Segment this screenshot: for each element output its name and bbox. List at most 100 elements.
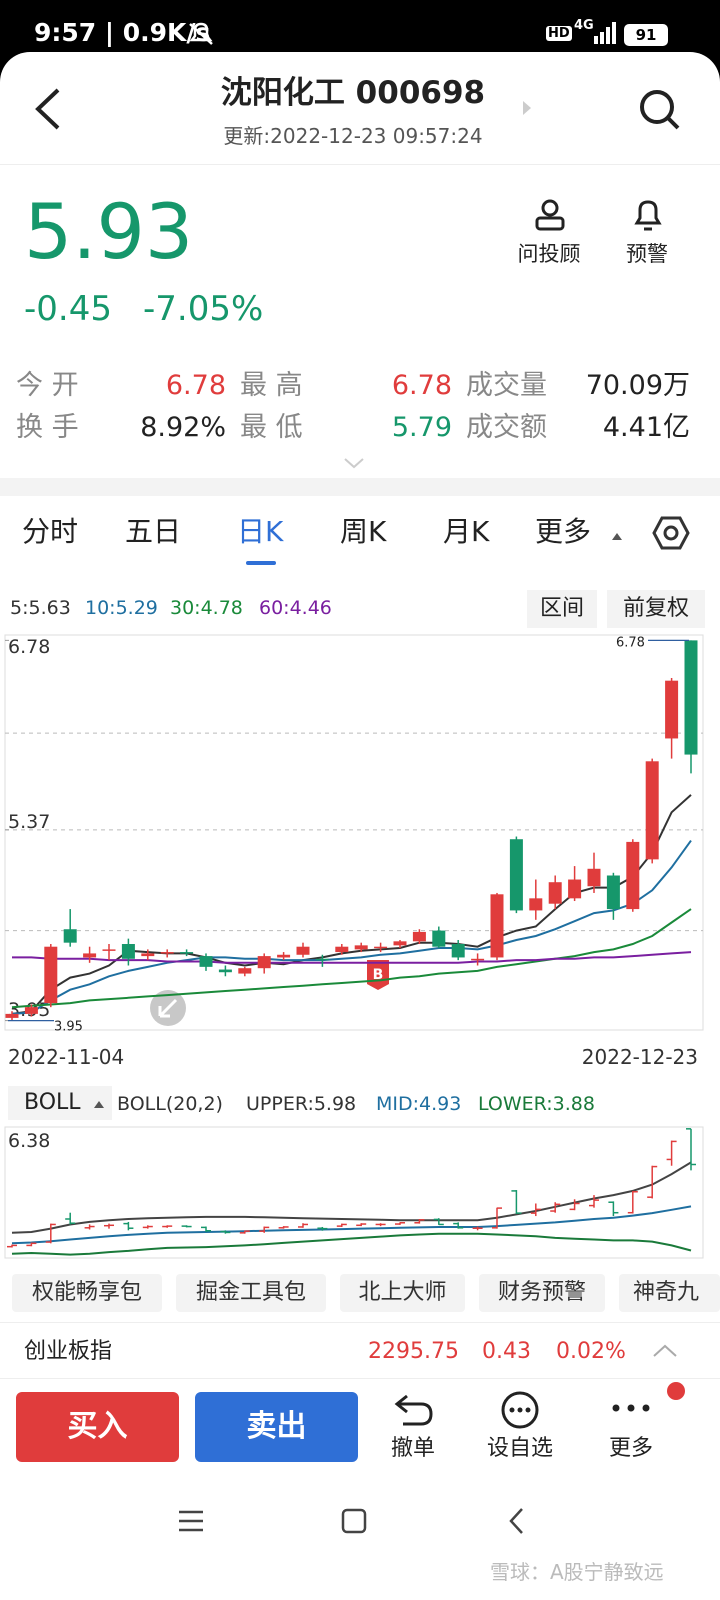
y-tick-label: 6.78 xyxy=(8,636,50,658)
expand-chevron[interactable] xyxy=(343,456,365,470)
boll-line xyxy=(11,1232,692,1256)
stat-value: 4.41亿 xyxy=(602,412,690,443)
candle-body xyxy=(238,968,252,974)
boll-mid: MID:4.93 xyxy=(376,1093,462,1115)
candle-body xyxy=(257,956,271,969)
candle-body xyxy=(315,958,329,961)
range-button[interactable]: 区间 xyxy=(527,590,597,628)
tab[interactable]: 周K xyxy=(340,515,387,548)
stat-label: 最 高 xyxy=(240,370,303,401)
tool-chip[interactable]: 权能畅享包 xyxy=(12,1274,162,1312)
tool-chip[interactable]: 北上大师 xyxy=(340,1274,465,1312)
action-label[interactable]: 更多 xyxy=(608,1436,653,1461)
candle-body xyxy=(568,879,582,899)
divider xyxy=(0,1322,720,1323)
candle-body xyxy=(626,841,640,910)
next-arrow[interactable] xyxy=(520,98,534,118)
stat-value: 6.78 xyxy=(391,370,452,401)
tool-chip[interactable]: 神奇九 xyxy=(619,1274,720,1312)
candle-body xyxy=(102,949,116,951)
nav-back[interactable] xyxy=(506,1506,526,1536)
hd-badge: HD xyxy=(546,26,572,41)
boll-frame xyxy=(4,1126,704,1259)
candle-body xyxy=(548,882,562,904)
y-tick-label: 5.37 xyxy=(8,811,50,833)
fullscreen-icon xyxy=(158,998,178,1018)
tool-chip[interactable]: 掘金工具包 xyxy=(176,1274,326,1312)
ma-line xyxy=(11,908,692,1009)
index-pct: 0.02% xyxy=(556,1339,626,1364)
status-time: 9:57 | 0.9K/s xyxy=(34,18,211,47)
network-label: 4G xyxy=(574,18,594,33)
back-button[interactable] xyxy=(30,86,66,132)
action-label[interactable]: 设自选 xyxy=(486,1436,553,1461)
candle-body xyxy=(63,929,77,943)
nav-menu[interactable] xyxy=(176,1508,206,1534)
action-label[interactable]: 撤单 xyxy=(390,1436,435,1461)
candle-body xyxy=(335,946,349,953)
update-time: 更新:2022-12-23 09:57:24 xyxy=(223,124,483,148)
ma-line xyxy=(12,951,692,964)
buy-button[interactable]: 买入 xyxy=(16,1392,179,1462)
collapse-caret[interactable] xyxy=(652,1342,678,1360)
more-icon[interactable] xyxy=(610,1398,652,1418)
action-label[interactable]: 预警 xyxy=(626,242,668,266)
last-price: 5.93 xyxy=(24,187,194,276)
stat-label: 成交额 xyxy=(466,412,547,443)
index-name[interactable]: 创业板指 xyxy=(24,1339,113,1364)
ma-legend: 60:4.46 xyxy=(259,597,332,619)
stat-value: 5.79 xyxy=(391,412,452,443)
tab-indicator xyxy=(246,561,276,565)
battery: 91 xyxy=(624,24,668,46)
tool-chip[interactable]: 财务预警 xyxy=(479,1274,605,1312)
candle-body xyxy=(5,1013,19,1018)
indicator-selector[interactable] xyxy=(8,1086,112,1120)
candle-body xyxy=(44,946,58,1004)
candle-body xyxy=(471,958,485,961)
candle-body xyxy=(277,954,291,958)
boll-line xyxy=(11,1205,692,1245)
selector-caret xyxy=(94,1101,104,1108)
price-change-pct: -7.05% xyxy=(143,289,264,329)
tab-active[interactable]: 日K xyxy=(237,515,284,548)
advisor-icon[interactable] xyxy=(533,198,567,232)
watchlist-icon[interactable] xyxy=(500,1390,540,1430)
high-marker-label: 6.78 xyxy=(616,635,645,650)
alert-icon[interactable] xyxy=(632,198,664,234)
action-label[interactable]: 问投顾 xyxy=(517,242,581,266)
boll-upper: UPPER:5.98 xyxy=(246,1093,357,1115)
candle-body xyxy=(490,894,504,958)
tab[interactable]: 五日 xyxy=(125,515,182,548)
boll-top-label: 6.38 xyxy=(8,1130,51,1152)
ma-line xyxy=(11,794,692,1015)
candle-body xyxy=(121,944,135,959)
signal-icon xyxy=(594,22,616,44)
settings-button[interactable] xyxy=(652,514,690,552)
nav-home[interactable] xyxy=(340,1507,368,1535)
indicator-name[interactable]: BOLL xyxy=(24,1090,81,1115)
boll-params: BOLL(20,2) xyxy=(117,1093,223,1115)
app xyxy=(0,52,720,1600)
candle-body xyxy=(354,945,368,950)
stat-value: 6.78 xyxy=(165,370,226,401)
adjust-button[interactable]: 前复权 xyxy=(607,590,705,628)
undo-icon[interactable] xyxy=(393,1390,435,1428)
tab[interactable]: 分时 xyxy=(22,515,79,548)
search-button[interactable] xyxy=(636,86,682,132)
low-marker-label: 3.95 xyxy=(54,1020,83,1035)
boll-line xyxy=(11,1161,692,1234)
more-caret xyxy=(612,533,622,540)
candle-body xyxy=(645,761,659,860)
candle-body xyxy=(374,946,388,949)
candle-body xyxy=(24,1007,38,1014)
boll-lower: LOWER:3.88 xyxy=(478,1093,595,1115)
tab[interactable]: 更多 xyxy=(535,515,592,548)
start-date: 2022-11-04 xyxy=(8,1045,125,1069)
stat-label: 最 低 xyxy=(240,412,303,443)
notification-dot xyxy=(667,1382,685,1400)
candle-body xyxy=(412,931,426,942)
sell-button[interactable]: 卖出 xyxy=(195,1392,358,1462)
tab[interactable]: 月K xyxy=(443,515,490,548)
index-value: 2295.75 xyxy=(368,1339,459,1364)
